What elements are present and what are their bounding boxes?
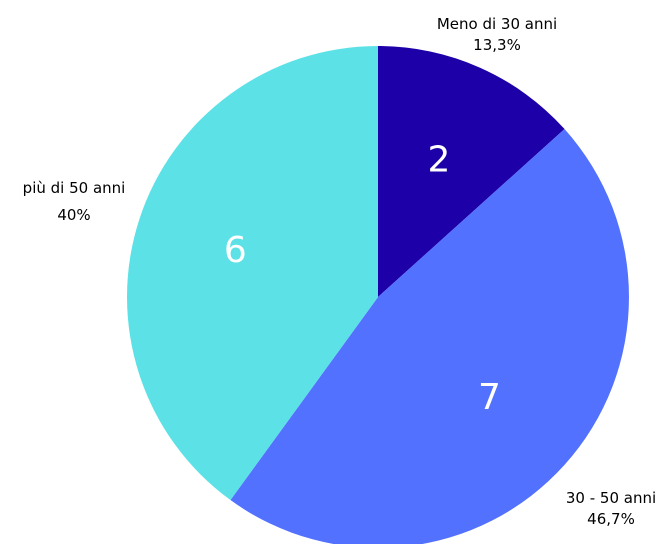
pie-slice-0 xyxy=(378,46,565,297)
slice-value-label: 2 xyxy=(428,139,451,180)
slice-label-name: più di 50 anni xyxy=(23,179,126,197)
slice-value-label: 6 xyxy=(224,230,247,271)
slice-value-label: 7 xyxy=(478,377,501,418)
pie-slice-2 xyxy=(127,46,378,501)
pie-slices xyxy=(127,46,629,544)
slice-label-meno-di-30-anni: Meno di 30 anni 13,3% xyxy=(437,15,557,54)
slice-label-percent: 46,7% xyxy=(587,510,635,528)
slice-label-percent: 40% xyxy=(57,206,90,224)
slice-label-name: 30 - 50 anni xyxy=(566,489,656,507)
slice-label-30-50-anni: 30 - 50 anni 46,7% xyxy=(566,489,656,528)
slice-label-percent: 13,3% xyxy=(473,36,521,54)
pie-slice-1 xyxy=(230,129,629,544)
slice-label-name: Meno di 30 anni xyxy=(437,15,557,33)
slice-label-piu-di-50-anni: più di 50 anni 40% xyxy=(23,179,126,224)
slice-values: 2 7 6 xyxy=(224,139,501,417)
